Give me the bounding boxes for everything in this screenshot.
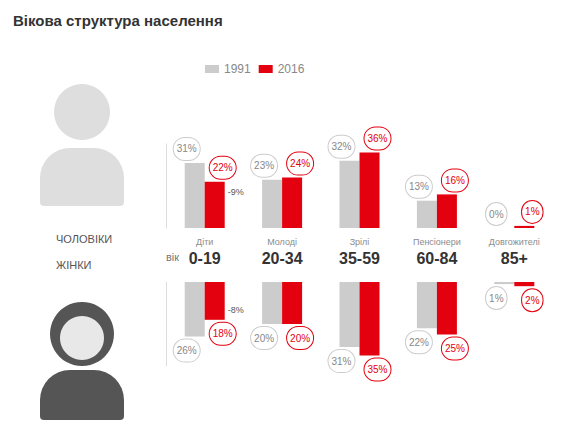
svg-text:22%: 22% xyxy=(213,162,233,173)
svg-text:16%: 16% xyxy=(445,175,465,186)
svg-text:Вікова структура населення: Вікова структура населення xyxy=(13,12,223,29)
svg-text:2%: 2% xyxy=(525,295,540,306)
svg-text:Пенсіонери: Пенсіонери xyxy=(413,237,461,247)
svg-text:35-59: 35-59 xyxy=(339,250,380,267)
svg-text:35%: 35% xyxy=(367,364,387,375)
svg-text:31%: 31% xyxy=(177,143,197,154)
svg-text:24%: 24% xyxy=(290,158,310,169)
svg-text:Зрілі: Зрілі xyxy=(350,237,370,247)
svg-text:20%: 20% xyxy=(254,333,274,344)
svg-text:13%: 13% xyxy=(409,181,429,192)
svg-text:26%: 26% xyxy=(177,345,197,356)
svg-text:2016: 2016 xyxy=(278,62,305,76)
svg-text:25%: 25% xyxy=(445,343,465,354)
svg-text:ЖІНКИ: ЖІНКИ xyxy=(56,259,91,271)
svg-text:20-34: 20-34 xyxy=(262,250,303,267)
svg-text:60-84: 60-84 xyxy=(416,250,457,267)
svg-text:Довгожителі: Довгожителі xyxy=(489,237,540,247)
svg-text:-9%: -9% xyxy=(228,187,244,197)
svg-text:85+: 85+ xyxy=(501,250,528,267)
svg-text:1%: 1% xyxy=(525,206,540,217)
svg-text:Діти: Діти xyxy=(196,237,213,247)
svg-text:22%: 22% xyxy=(409,337,429,348)
svg-text:0-19: 0-19 xyxy=(189,250,221,267)
svg-text:ЧОЛОВІКИ: ЧОЛОВІКИ xyxy=(56,233,112,245)
svg-text:вік: вік xyxy=(166,251,179,263)
svg-text:1991: 1991 xyxy=(224,62,251,76)
svg-text:18%: 18% xyxy=(213,328,233,339)
svg-text:20%: 20% xyxy=(290,333,310,344)
svg-text:-8%: -8% xyxy=(228,305,244,315)
svg-text:0%: 0% xyxy=(489,209,504,220)
svg-text:32%: 32% xyxy=(331,141,351,152)
svg-text:23%: 23% xyxy=(254,160,274,171)
svg-text:Молоді: Молоді xyxy=(267,237,297,247)
svg-text:31%: 31% xyxy=(331,356,351,367)
svg-text:36%: 36% xyxy=(367,133,387,144)
svg-text:1%: 1% xyxy=(489,293,504,304)
